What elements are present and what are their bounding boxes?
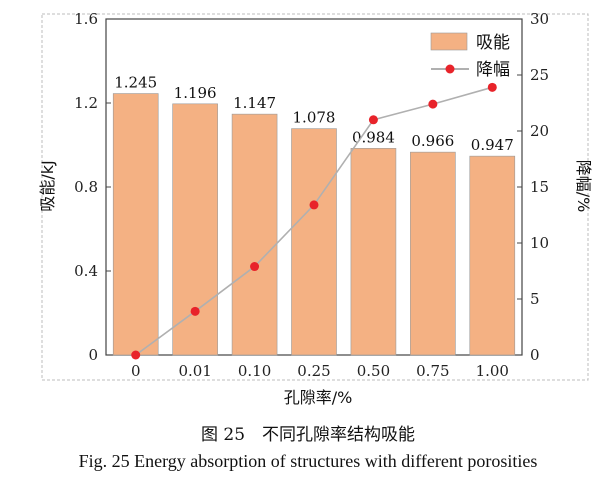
bar-data-label: 1.245 <box>114 74 157 92</box>
y-right-tick-label: 20 <box>530 122 549 140</box>
x-tick-label: 1.00 <box>476 362 509 380</box>
bar-data-label: 1.078 <box>293 109 336 127</box>
line-point <box>428 99 438 109</box>
bar <box>469 155 516 356</box>
bar-data-label: 0.984 <box>352 128 395 146</box>
x-tick-label: 0.01 <box>178 362 211 380</box>
line-point <box>131 350 141 360</box>
bar <box>350 148 397 356</box>
bar-data-label: 0.966 <box>411 132 454 150</box>
y-right-tick-label: 10 <box>530 234 549 252</box>
legend: 吸能 降幅 <box>430 32 510 80</box>
line-point <box>487 82 497 92</box>
bar <box>112 93 159 356</box>
y-axis-left-title: 吸能/kJ <box>38 160 57 211</box>
x-tick-label: 0.50 <box>357 362 390 380</box>
y-right-tick-label: 30 <box>530 10 549 28</box>
x-tick-label: 0 <box>131 362 141 380</box>
y-right-tick-label: 25 <box>530 66 549 84</box>
bar-data-label: 1.147 <box>233 94 276 112</box>
y-right-tick-label: 15 <box>530 178 549 196</box>
bar <box>291 128 337 356</box>
bar <box>231 113 278 356</box>
y-left-tick-label: 0 <box>88 346 98 364</box>
figure-caption-english: Fig. 25 Energy absorption of structures … <box>78 451 538 471</box>
line-point <box>250 262 260 272</box>
y-left-tick-label: 0.4 <box>74 262 98 280</box>
y-axis-right-title: 降幅/% <box>574 160 593 213</box>
bar <box>172 103 218 356</box>
x-tick-label: 0.10 <box>238 362 271 380</box>
y-left-tick-label: 0.8 <box>74 178 98 196</box>
x-tick-label: 0.25 <box>297 362 330 380</box>
line-point <box>190 306 200 316</box>
line-point <box>368 115 378 125</box>
legend-swatch-marker <box>445 64 455 74</box>
y-left-tick-label: 1.6 <box>74 10 98 28</box>
outer-dashed-frame <box>41 13 589 381</box>
y-right-tick-label: 5 <box>530 290 540 308</box>
y-right-tick-label: 0 <box>530 346 540 364</box>
figure-caption-chinese: 图 25 不同孔隙率结构吸能 <box>200 425 416 445</box>
x-axis-title: 孔隙率/% <box>284 388 353 407</box>
line-point <box>309 200 319 210</box>
y-left-tick-label: 1.2 <box>74 94 98 112</box>
legend-swatch-bar <box>430 32 468 51</box>
bar-data-label: 1.196 <box>174 84 217 102</box>
legend-label-line: 降幅 <box>476 60 510 80</box>
bar-data-label: 0.947 <box>471 136 514 154</box>
bar <box>410 151 456 356</box>
chart: 1.245 1.196 1.147 1.078 0.984 0.966 0.947 0 0.4… <box>38 10 593 407</box>
x-tick-label: 0.75 <box>416 362 449 380</box>
legend-label-bar: 吸能 <box>476 33 510 53</box>
